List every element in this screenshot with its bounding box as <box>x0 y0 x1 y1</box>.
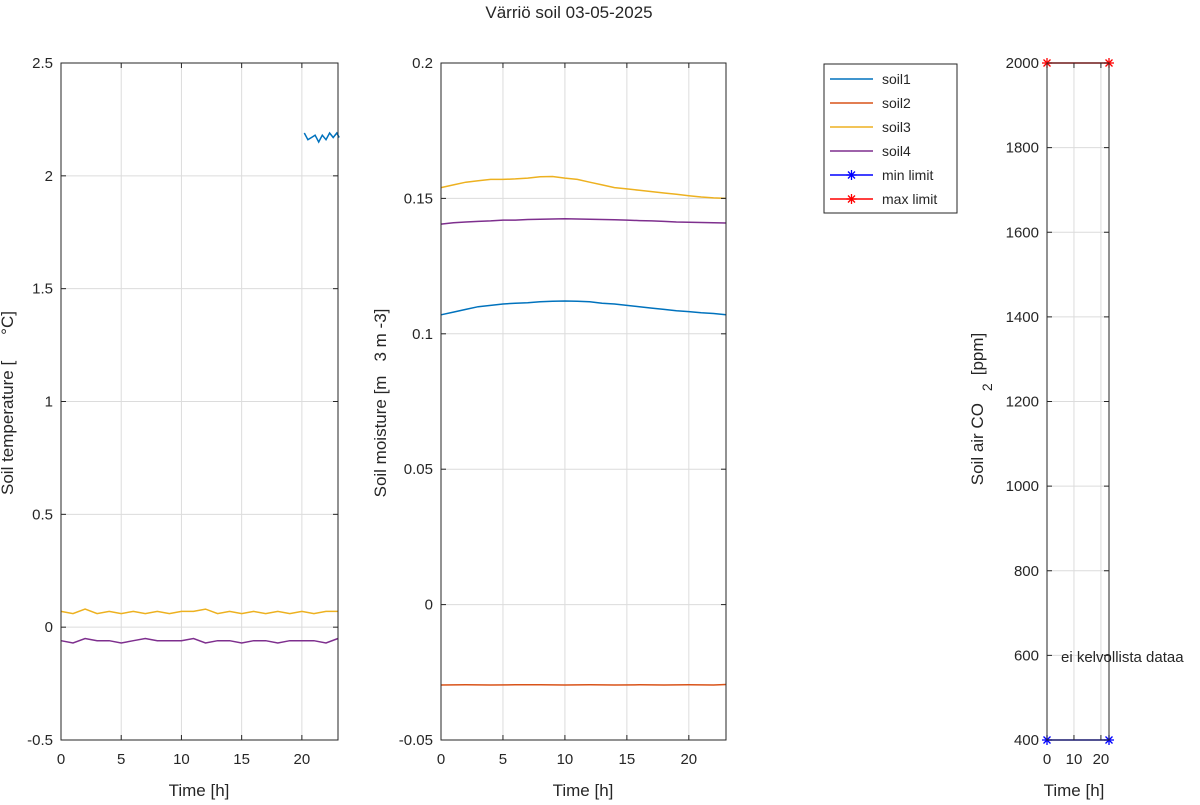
x-tick-label: 15 <box>619 751 636 768</box>
legend-item-max_limit: max limit <box>830 191 937 207</box>
y-tick-label: 0.05 <box>404 461 433 478</box>
legend-label: min limit <box>882 167 933 183</box>
series-soil1 <box>440 300 727 316</box>
legend-marker <box>846 194 857 204</box>
legend-item-soil1: soil1 <box>830 71 911 87</box>
soil-co2-chart: 0 10 20 400 600 800 1000 1200 1400 1600 1800 2000 <box>1006 55 1114 768</box>
moisture-ylabel: Soil moisture [m3 m -3] <box>371 309 390 498</box>
axes-box <box>440 62 727 741</box>
series-soil4 <box>440 217 727 225</box>
x-tick-label: 0 <box>437 751 445 768</box>
y-tick-label: 1400 <box>1006 309 1039 326</box>
series-soil4 <box>60 637 339 644</box>
legend-item-soil3: soil3 <box>830 119 911 135</box>
x-tick-label: 15 <box>233 751 250 768</box>
temperature-xlabel: Time [h] <box>169 781 230 800</box>
y-tick-label: 2 <box>45 168 53 185</box>
y-tick-label: 1200 <box>1006 394 1039 411</box>
y-tick-label: 1.5 <box>32 281 53 298</box>
legend-box <box>823 63 958 214</box>
y-tick-label: 0 <box>425 597 433 614</box>
series-soil1 <box>303 131 340 144</box>
soil-temperature-chart: 0 5 10 15 20-0.500.511.522.5 <box>27 55 340 768</box>
no-data-note: ei kelvollista dataa <box>1061 649 1184 666</box>
x-tick-label: 0 <box>1043 751 1051 768</box>
legend-label: soil4 <box>882 143 911 159</box>
y-tick-label: 0.2 <box>412 55 433 72</box>
legend-item-soil2: soil2 <box>830 95 911 111</box>
y-tick-label: -0.05 <box>399 732 433 749</box>
legend-marker <box>846 170 857 180</box>
temperature-ylabel: Soil temperature [°C] <box>0 311 17 495</box>
x-tick-label: 20 <box>680 751 697 768</box>
y-tick-label: 2000 <box>1006 55 1039 72</box>
legend-item-min_limit: min limit <box>830 167 933 183</box>
y-tick-label: 1800 <box>1006 140 1039 157</box>
series-soil3 <box>440 175 727 200</box>
legend-label: soil3 <box>882 119 911 135</box>
series-soil2 <box>440 683 727 686</box>
y-tick-label: -0.5 <box>27 732 53 749</box>
legend-item-soil4: soil4 <box>830 143 911 159</box>
y-tick-label: 0 <box>45 619 53 636</box>
legend: soil1 soil2 soil3 soil4 min limit max limit <box>823 63 958 214</box>
y-tick-label: 1000 <box>1006 478 1039 495</box>
co2-xlabel: Time [h] <box>1044 781 1105 800</box>
x-tick-label: 10 <box>557 751 574 768</box>
y-tick-label: 800 <box>1014 563 1039 580</box>
y-tick-label: 1600 <box>1006 224 1039 241</box>
y-tick-label: 0.5 <box>32 506 53 523</box>
moisture-xlabel: Time [h] <box>553 781 614 800</box>
series-soil3 <box>60 608 338 615</box>
y-tick-label: 400 <box>1014 732 1039 749</box>
y-tick-label: 1 <box>45 394 53 411</box>
y-tick-label: 0.1 <box>412 326 433 343</box>
x-tick-label: 10 <box>1066 751 1083 768</box>
co2-ylabel: Soil air CO2[ppm] <box>968 333 995 486</box>
y-tick-label: 0.15 <box>404 190 433 207</box>
legend-label: max limit <box>882 191 937 207</box>
x-tick-label: 5 <box>499 751 507 768</box>
x-tick-label: 10 <box>173 751 190 768</box>
x-tick-label: 0 <box>57 751 65 768</box>
y-tick-label: 600 <box>1014 647 1039 664</box>
x-tick-label: 20 <box>1093 751 1110 768</box>
figure-title: Värriö soil 03-05-2025 <box>485 3 652 22</box>
y-tick-label: 2.5 <box>32 55 53 72</box>
legend-label: soil2 <box>882 95 911 111</box>
x-tick-label: 5 <box>117 751 125 768</box>
legend-label: soil1 <box>882 71 911 87</box>
x-tick-label: 20 <box>294 751 311 768</box>
